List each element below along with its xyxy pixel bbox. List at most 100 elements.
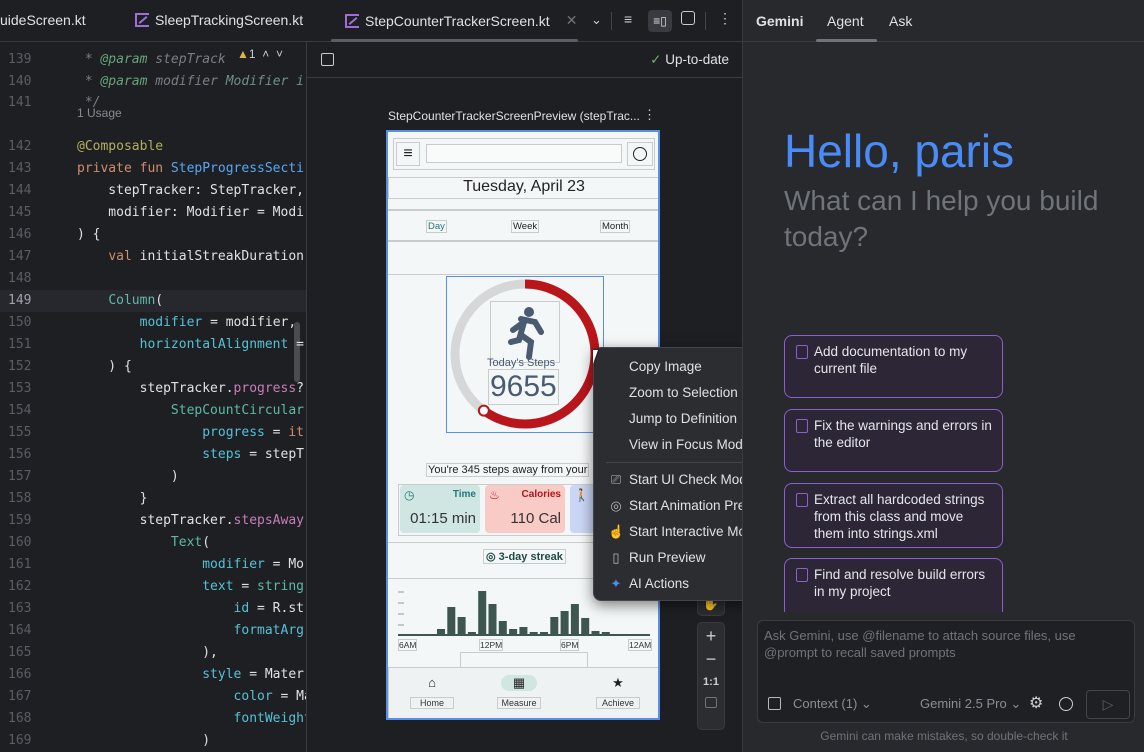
code-line[interactable]: 158 }: [0, 488, 306, 510]
tab-ask[interactable]: Ask: [889, 13, 913, 29]
line-number[interactable]: 169: [8, 733, 32, 748]
code-line[interactable]: 157 ): [0, 466, 306, 488]
tab-day[interactable]: Day: [426, 220, 447, 233]
code-line[interactable]: 169 ): [0, 730, 306, 752]
code-line[interactable]: 150 modifier = modifier,: [0, 312, 306, 334]
line-number[interactable]: 147: [8, 249, 32, 264]
suggestion-card[interactable]: Extract all hardcoded strings from this …: [784, 483, 1003, 548]
attach-image-icon[interactable]: [768, 697, 781, 710]
line-number[interactable]: 155: [8, 425, 32, 440]
line-number[interactable]: 142: [8, 139, 32, 154]
line-number[interactable]: 152: [8, 359, 32, 374]
menu-icon[interactable]: ≡: [396, 142, 420, 166]
nav-item-measure[interactable]: ▦ Measure: [497, 675, 541, 711]
line-number[interactable]: 139: [8, 52, 32, 67]
code-line[interactable]: 153 stepTracker.progress?: [0, 378, 306, 400]
line-number[interactable]: 164: [8, 623, 32, 638]
code-editor[interactable]: ▲1 ˄ ˅ 1 Usage 139 * @param stepTrack 140…: [0, 42, 306, 752]
suggestion-card[interactable]: Find and resolve build errors in my proj…: [784, 558, 1003, 620]
split-view-icon[interactable]: ≡▯: [648, 10, 672, 32]
model-dropdown[interactable]: Gemini 2.5 Pro ⌄: [920, 696, 1022, 711]
code-line[interactable]: 140 * @param modifier Modifier i: [0, 71, 306, 93]
menu-item[interactable]: Copy Image: [629, 359, 702, 374]
chevron-down-icon[interactable]: ⌄: [591, 12, 602, 27]
line-number[interactable]: 156: [8, 447, 32, 462]
line-number[interactable]: 160: [8, 535, 32, 550]
code-line[interactable]: 139 * @param stepTrack: [0, 49, 306, 71]
code-line[interactable]: 154 StepCountCircular: [0, 400, 306, 422]
code-line[interactable]: 162 text = string: [0, 576, 306, 598]
context-dropdown[interactable]: Context (1) ⌄: [793, 696, 872, 711]
previous-icon[interactable]: ˄: [262, 47, 270, 61]
editor-tab[interactable]: uideScreen.kt: [0, 12, 86, 28]
line-number[interactable]: 141: [8, 95, 32, 110]
suggestion-card[interactable]: Fix the warnings and errors in the edito…: [784, 409, 1003, 472]
code-line[interactable]: 166 style = Mater: [0, 664, 306, 686]
next-icon[interactable]: ˅: [275, 47, 283, 61]
line-number[interactable]: 146: [8, 227, 32, 242]
suggestion-card[interactable]: Add documentation to my current file: [784, 335, 1003, 398]
menu-item[interactable]: AI Actions: [629, 576, 690, 591]
editor-tab-active[interactable]: StepCounterTrackerScreen.kt ✕: [345, 12, 577, 29]
code-line[interactable]: 148: [0, 268, 306, 290]
line-number[interactable]: 151: [8, 337, 32, 352]
editor-tab[interactable]: SleepTrackingScreen.kt: [135, 12, 303, 28]
menu-item[interactable]: Start Animation Preview: [629, 498, 773, 513]
zoom-in-button[interactable]: +: [705, 626, 717, 646]
profile-button[interactable]: [627, 142, 653, 166]
menu-item[interactable]: Jump to Definition: [629, 411, 738, 426]
step-progress-selection[interactable]: Today's Steps 9655: [446, 276, 604, 433]
search-field[interactable]: [426, 144, 622, 163]
code-line[interactable]: 146) {: [0, 224, 306, 246]
nav-item-home[interactable]: ⌂ Home: [410, 675, 454, 711]
line-number[interactable]: 157: [8, 469, 32, 484]
line-number[interactable]: 149: [8, 293, 32, 308]
line-number[interactable]: 163: [8, 601, 32, 616]
code-view-icon[interactable]: ≡: [624, 11, 633, 27]
code-line[interactable]: 149 Column(: [0, 290, 306, 312]
code-line[interactable]: 142 @Composable: [0, 136, 306, 158]
line-number[interactable]: 148: [8, 271, 32, 286]
layout-icon[interactable]: [321, 53, 334, 66]
history-clock-icon[interactable]: [1059, 697, 1073, 711]
design-view-icon[interactable]: [681, 11, 695, 25]
line-number[interactable]: 154: [8, 403, 32, 418]
menu-item[interactable]: Start Interactive Mode: [629, 524, 762, 539]
line-number[interactable]: 162: [8, 579, 32, 594]
tab-agent[interactable]: Agent: [827, 13, 864, 29]
code-line[interactable]: 165 ),: [0, 642, 306, 664]
line-number[interactable]: 153: [8, 381, 32, 396]
code-line[interactable]: 160 Text(: [0, 532, 306, 554]
code-line[interactable]: 143 private fun StepProgressSecti: [0, 158, 306, 180]
code-line[interactable]: 163 id = R.st: [0, 598, 306, 620]
code-line[interactable]: 156 steps = stepTr: [0, 444, 306, 466]
line-number[interactable]: 140: [8, 74, 32, 89]
line-number[interactable]: 144: [8, 183, 32, 198]
code-line[interactable]: 161 modifier = Mo: [0, 554, 306, 576]
line-number[interactable]: 166: [8, 667, 32, 682]
menu-item[interactable]: Zoom to Selection: [629, 385, 738, 400]
line-number[interactable]: 143: [8, 161, 32, 176]
code-line[interactable]: 167 color = Ma: [0, 686, 306, 708]
preview-more-icon[interactable]: ⋮: [643, 107, 656, 122]
code-line[interactable]: 144 stepTracker: StepTracker,: [0, 180, 306, 202]
line-number[interactable]: 145: [8, 205, 32, 220]
code-line[interactable]: 151 horizontalAlignment =: [0, 334, 306, 356]
line-number[interactable]: 159: [8, 513, 32, 528]
line-number[interactable]: 168: [8, 711, 32, 726]
code-line[interactable]: 168 fontWeight: [0, 708, 306, 730]
code-line[interactable]: 145 modifier: Modifier = Modi: [0, 202, 306, 224]
usage-hint[interactable]: 1 Usage: [77, 106, 122, 120]
line-number[interactable]: 165: [8, 645, 32, 660]
preview-title[interactable]: StepCounterTrackerScreenPreview (stepTra…: [388, 109, 640, 123]
zoom-actual-size-button[interactable]: 1:1: [703, 676, 719, 688]
zoom-out-button[interactable]: −: [705, 649, 717, 669]
line-number[interactable]: 161: [8, 557, 32, 572]
code-line[interactable]: 141 */: [0, 92, 306, 114]
inspection-badge[interactable]: ▲1 ˄ ˅: [237, 47, 283, 61]
more-options-icon[interactable]: ⋮: [718, 10, 732, 26]
menu-item[interactable]: Run Preview: [629, 550, 706, 565]
menu-item[interactable]: Start UI Check Mode: [629, 472, 755, 487]
menu-item[interactable]: View in Focus Mode: [629, 437, 751, 452]
code-line[interactable]: 159 stepTracker.stepsAway: [0, 510, 306, 532]
